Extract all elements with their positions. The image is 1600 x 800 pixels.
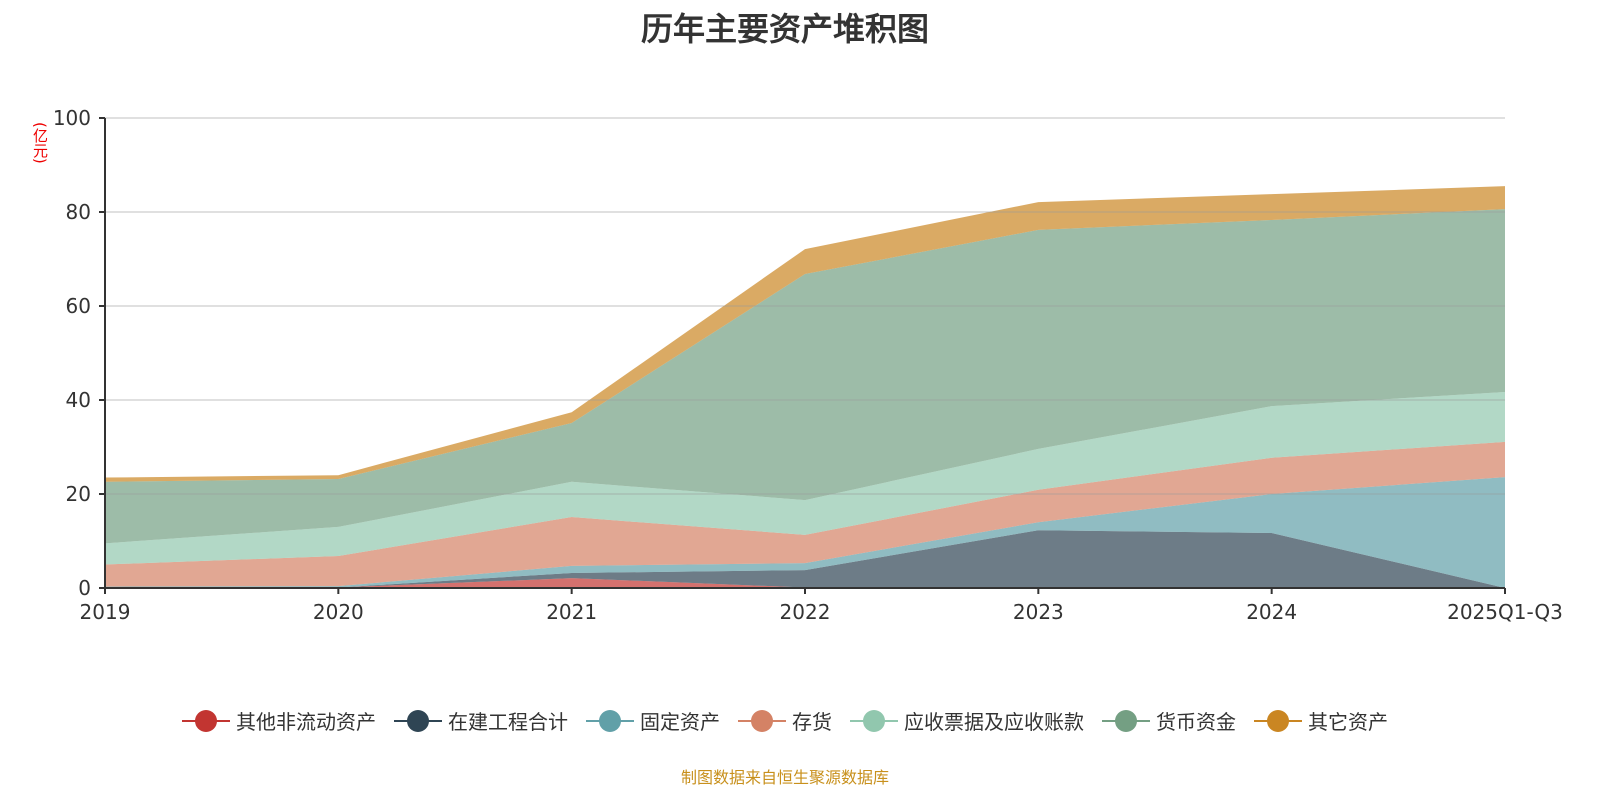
legend-swatch-icon [394,709,442,733]
legend-item[interactable]: 其它资产 [1254,706,1388,735]
area-series-4 [105,392,1505,565]
legend-label: 货币资金 [1156,710,1236,734]
legend-item[interactable]: 固定资产 [586,706,720,735]
chart-title: 历年主要资产堆积图 [640,10,929,48]
legend-label: 其他非流动资产 [236,710,376,734]
x-tick-label: 2022 [780,600,831,624]
area-series-3 [105,441,1505,587]
legend-item[interactable]: 应收票据及应收账款 [850,706,1084,735]
y-tick-label: 0 [78,576,91,600]
legend-label: 固定资产 [640,710,720,734]
x-tick-label: 2020 [313,600,364,624]
legend-label: 在建工程合计 [448,710,568,734]
y-tick-label: 60 [66,294,91,318]
legend-label: 应收票据及应收账款 [904,710,1084,734]
legend-item[interactable]: 在建工程合计 [394,706,568,735]
legend-item[interactable]: 存货 [738,706,832,735]
legend-swatch-icon [1102,709,1150,733]
x-tick-label: 2019 [80,600,131,624]
area-series-5 [105,209,1505,544]
x-tick-label: 2023 [1013,600,1064,624]
legend-swatch-icon [1254,709,1302,733]
legend-label: 存货 [792,710,832,734]
area-series-0 [105,578,1505,588]
legend-swatch-icon [738,709,786,733]
legend: 其他非流动资产 在建工程合计 固定资产 存货 应收票据及应收账款 货币资金 其它资产 [0,706,1570,735]
y-tick-label: 100 [53,106,91,130]
y-axis-unit: (亿元) [31,122,49,164]
legend-item[interactable]: 货币资金 [1102,706,1236,735]
y-tick-label: 40 [66,388,91,412]
legend-swatch-icon [850,709,898,733]
legend-item[interactable]: 其他非流动资产 [182,706,376,735]
x-tick-label: 2025Q1-Q3 [1447,600,1563,624]
source-note: 制图数据来自恒生聚源数据库 [680,768,889,787]
area-series-1 [105,530,1505,588]
x-tick-label: 2024 [1246,600,1297,624]
legend-label: 其它资产 [1308,710,1388,734]
area-series-2 [105,477,1505,588]
y-tick-label: 80 [66,200,91,224]
y-tick-label: 20 [66,482,91,506]
x-tick-label: 2021 [546,600,597,624]
legend-swatch-icon [586,709,634,733]
legend-swatch-icon [182,709,230,733]
